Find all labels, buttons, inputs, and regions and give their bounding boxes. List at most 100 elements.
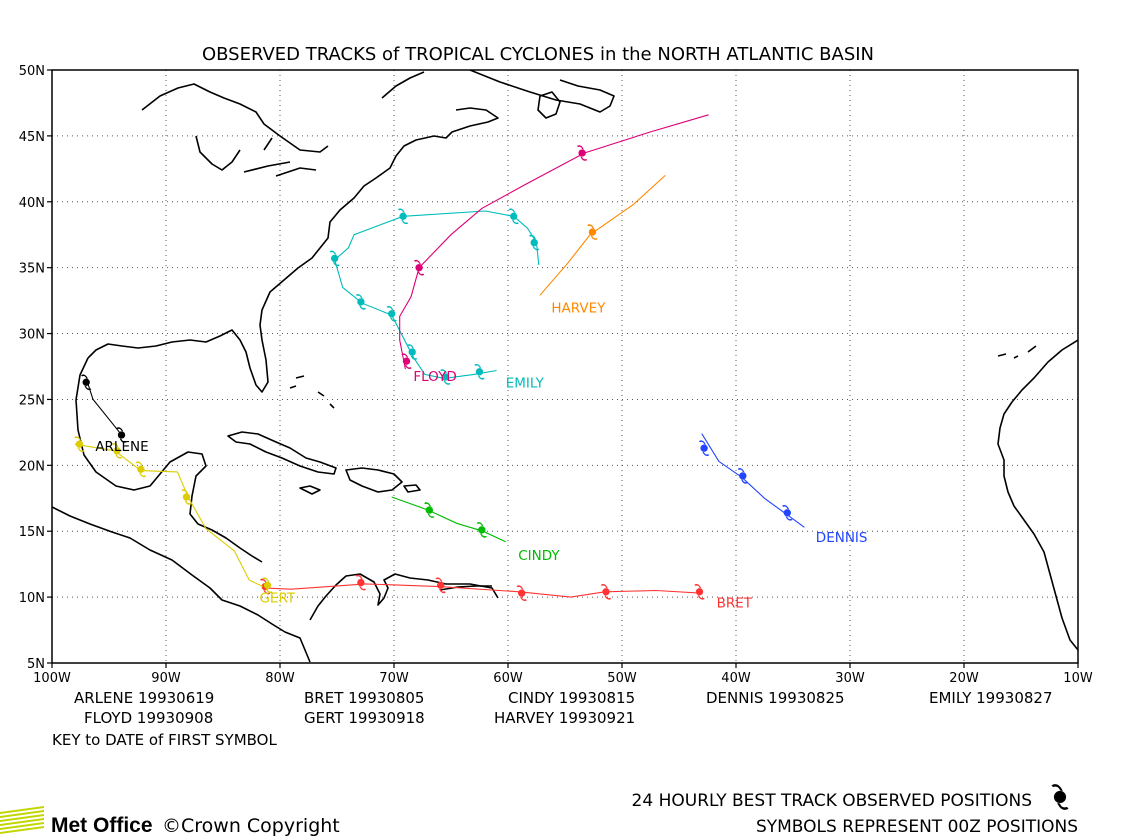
storm-tracks <box>74 114 805 601</box>
storm-label-bret: BRET <box>717 596 753 612</box>
graticule-grid <box>52 70 1078 663</box>
date-key: ARLENE 19930619 BRET 19930805 CINDY 199308… <box>74 689 1053 727</box>
cyclone-symbol-arlene <box>81 374 92 391</box>
met-office-brand: Met Office <box>51 814 153 837</box>
hurricane-symbol-icon <box>1051 784 1069 810</box>
lon-tick-label: 30W <box>835 671 865 686</box>
coastlines <box>52 70 1078 663</box>
cyclone-symbol-floyd <box>413 259 425 276</box>
lon-tick-label: 90W <box>151 671 181 686</box>
storm-label-floyd: FLOYD <box>413 369 456 385</box>
newfoundland <box>537 91 561 119</box>
key-entry-dennis: DENNIS 19930825 <box>706 689 845 707</box>
track-dennis <box>701 433 805 528</box>
cyclone-symbol-emily <box>329 250 340 267</box>
met-office-logo-icon <box>0 806 44 834</box>
plot-frame <box>51 69 1079 664</box>
lon-tick-label: 60W <box>493 671 523 686</box>
lat-tick-label: 5N <box>27 657 45 672</box>
south-america-north-coast <box>439 585 492 591</box>
track-harvey <box>539 174 666 296</box>
storm-label-arlene: ARLENE <box>95 439 148 455</box>
logo-stripe <box>0 814 44 822</box>
north-america-coast <box>52 506 311 663</box>
central-america-east-coast <box>309 573 499 621</box>
key-entry-floyd: FLOYD 19930908 <box>84 709 213 727</box>
hispaniola <box>345 467 403 493</box>
canary-islands <box>997 345 1037 359</box>
africa-coast <box>997 339 1078 651</box>
cyclone-symbol-bret <box>435 577 446 594</box>
lat-tick-label: 25N <box>19 393 45 408</box>
cyclone-symbol-emily <box>397 208 409 225</box>
lon-tick-label: 100W <box>33 671 71 686</box>
cyclone-symbol-bret <box>694 584 705 600</box>
lat-tick-label: 10N <box>19 591 45 606</box>
logo-stripe <box>0 822 44 830</box>
labrador-coast <box>381 70 615 113</box>
lat-tick-label: 30N <box>19 328 45 343</box>
lat-tick-label: 50N <box>19 64 45 79</box>
footer: 24 HOURLY BEST TRACK OBSERVED POSITIONS … <box>0 784 1078 837</box>
key-entry-gert: GERT 19930918 <box>304 709 425 727</box>
lon-tick-label: 10W <box>1063 671 1093 686</box>
logo-stripe <box>0 818 44 826</box>
footer-line-2: SYMBOLS REPRESENT 00Z POSITIONS <box>756 817 1078 837</box>
cyclone-symbol-gert <box>135 461 147 478</box>
lat-tick-label: 15N <box>19 525 45 540</box>
lon-tick-label: 70W <box>379 671 409 686</box>
cyclone-symbol-harvey <box>587 224 598 240</box>
cyclone-symbol-emily <box>407 344 418 360</box>
gulf-north-coast <box>87 107 499 393</box>
logo-stripe <box>0 810 44 818</box>
cyclone-symbol-bret <box>516 585 527 601</box>
lat-tick-label: 40N <box>19 196 45 211</box>
storm-label-harvey: HARVEY <box>551 300 606 316</box>
lat-tick-label: 20N <box>19 459 45 474</box>
logo-stripe <box>0 806 44 814</box>
lon-tick-label: 50W <box>607 671 637 686</box>
cyclone-symbol-floyd <box>576 145 588 161</box>
storm-label-emily: EMILY <box>506 376 545 392</box>
axis-tick-labels: 5N 10N 15N 20N 25N 30N 35N 40N 45N 50N 100W 90W 80W 7… <box>19 64 1093 686</box>
track-cindy <box>391 496 506 543</box>
map-title: OBSERVED TRACKS of TROPICAL CYCLONES in … <box>202 44 874 65</box>
cyclone-symbol-emily <box>355 294 367 310</box>
track-gert <box>74 443 264 588</box>
lat-tick-label: 45N <box>19 130 45 145</box>
cuba <box>227 431 337 475</box>
great-lakes <box>141 83 329 177</box>
track-floyd <box>399 114 709 370</box>
lon-tick-label: 20W <box>949 671 979 686</box>
key-entry-bret: BRET 19930805 <box>304 689 424 707</box>
storm-label-cindy: CINDY <box>518 548 560 564</box>
footer-line-1: 24 HOURLY BEST TRACK OBSERVED POSITIONS <box>632 791 1032 811</box>
key-caption: KEY to DATE of FIRST SYMBOL <box>52 731 277 749</box>
cyclone-symbol-dennis <box>782 505 793 521</box>
cyclone-symbol-cindy <box>476 522 487 538</box>
cyclone-symbol-cindy <box>424 502 435 518</box>
puerto-rico <box>403 484 421 493</box>
bahamas <box>289 375 335 409</box>
cyclone-symbol-emily <box>474 364 485 380</box>
jamaica <box>299 485 321 495</box>
crown-copyright: ©Crown Copyright <box>162 815 340 837</box>
storm-label-gert: GERT <box>259 590 295 606</box>
key-entry-cindy: CINDY 19930815 <box>508 689 635 707</box>
cyclone-symbol-emily <box>386 306 397 322</box>
cyclone-symbol-gert <box>181 489 192 505</box>
logo-stripe <box>0 826 44 834</box>
key-entry-arlene: ARLENE 19930619 <box>74 689 214 707</box>
lon-tick-label: 80W <box>265 671 295 686</box>
key-entry-harvey: HARVEY 19930921 <box>494 709 635 727</box>
storm-label-dennis: DENNIS <box>816 530 868 546</box>
yucatan-gulf-coast <box>75 357 263 563</box>
cyclone-symbol-emily <box>508 208 519 225</box>
track-emily <box>334 210 540 379</box>
storm-labels: ARLENE BRET CINDY DENNIS EMILY FLOYD GERT HARVE… <box>95 300 867 611</box>
cyclone-symbol-emily <box>529 234 540 251</box>
key-entry-emily: EMILY 19930827 <box>929 689 1053 707</box>
lon-tick-label: 40W <box>721 671 751 686</box>
lat-tick-label: 35N <box>19 262 45 277</box>
